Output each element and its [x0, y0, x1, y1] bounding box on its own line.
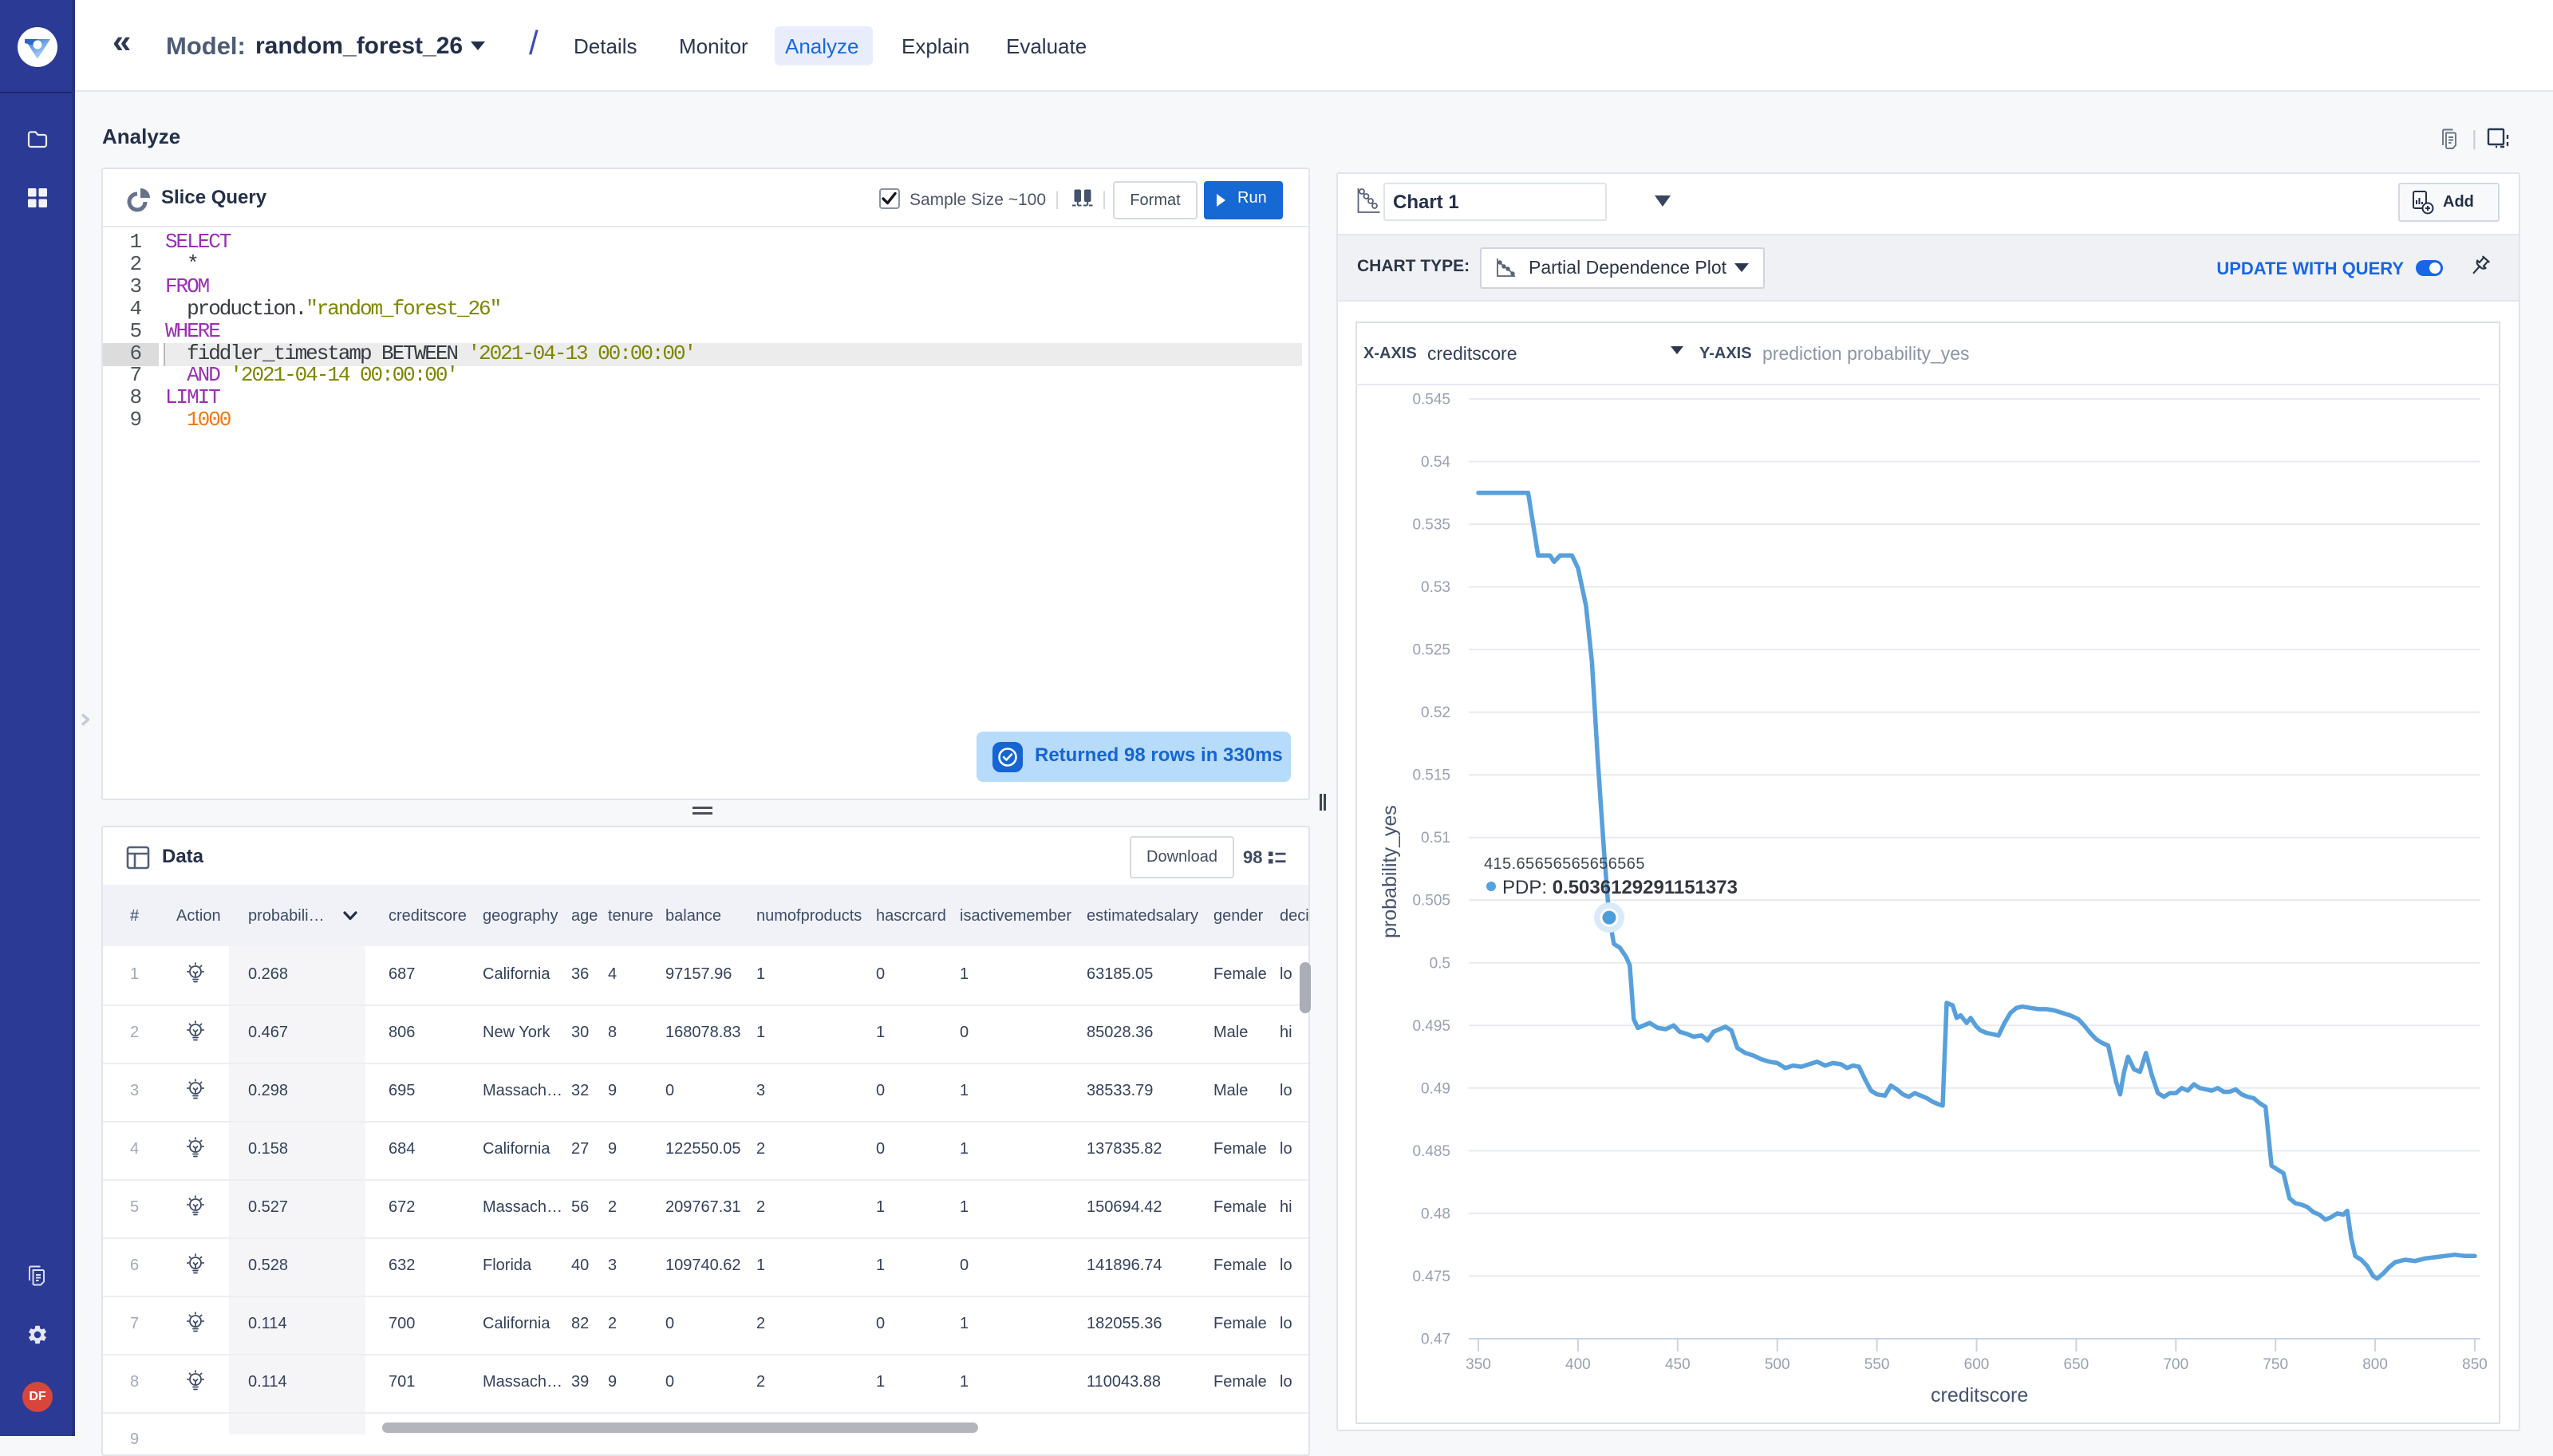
svg-text:0.54: 0.54 [1421, 454, 1450, 471]
svg-text:0.545: 0.545 [1412, 392, 1450, 408]
svg-text:650: 650 [2064, 1356, 2089, 1373]
svg-text:850: 850 [2462, 1356, 2488, 1373]
svg-text:0.5: 0.5 [1430, 955, 1450, 972]
svg-text:800: 800 [2362, 1356, 2388, 1373]
svg-text:400: 400 [1565, 1356, 1591, 1373]
svg-text:0.51: 0.51 [1421, 830, 1450, 846]
svg-text:0.53: 0.53 [1421, 579, 1450, 596]
svg-text:700: 700 [2163, 1356, 2188, 1373]
svg-text:0.485: 0.485 [1412, 1143, 1450, 1160]
svg-text:0.48: 0.48 [1421, 1205, 1450, 1222]
svg-text:600: 600 [1964, 1356, 1990, 1373]
svg-text:550: 550 [1864, 1356, 1890, 1373]
svg-text:415.65656565656565: 415.65656565656565 [1484, 855, 1645, 873]
svg-text:0.47: 0.47 [1421, 1332, 1450, 1348]
svg-text:0.52: 0.52 [1421, 704, 1450, 721]
svg-text:0.525: 0.525 [1412, 642, 1450, 659]
svg-text:750: 750 [2263, 1356, 2288, 1373]
svg-text:350: 350 [1466, 1356, 1491, 1373]
svg-text:0.515: 0.515 [1412, 767, 1450, 784]
svg-text:450: 450 [1665, 1356, 1691, 1373]
svg-text:0.495: 0.495 [1412, 1018, 1450, 1035]
svg-text:500: 500 [1765, 1356, 1790, 1373]
svg-text:0.49: 0.49 [1421, 1080, 1450, 1097]
svg-text:PDP: 0.5036129291151373: PDP: 0.5036129291151373 [1502, 877, 1738, 898]
svg-text:0.475: 0.475 [1412, 1269, 1450, 1285]
svg-text:0.505: 0.505 [1412, 893, 1450, 910]
svg-text:0.535: 0.535 [1412, 517, 1450, 534]
